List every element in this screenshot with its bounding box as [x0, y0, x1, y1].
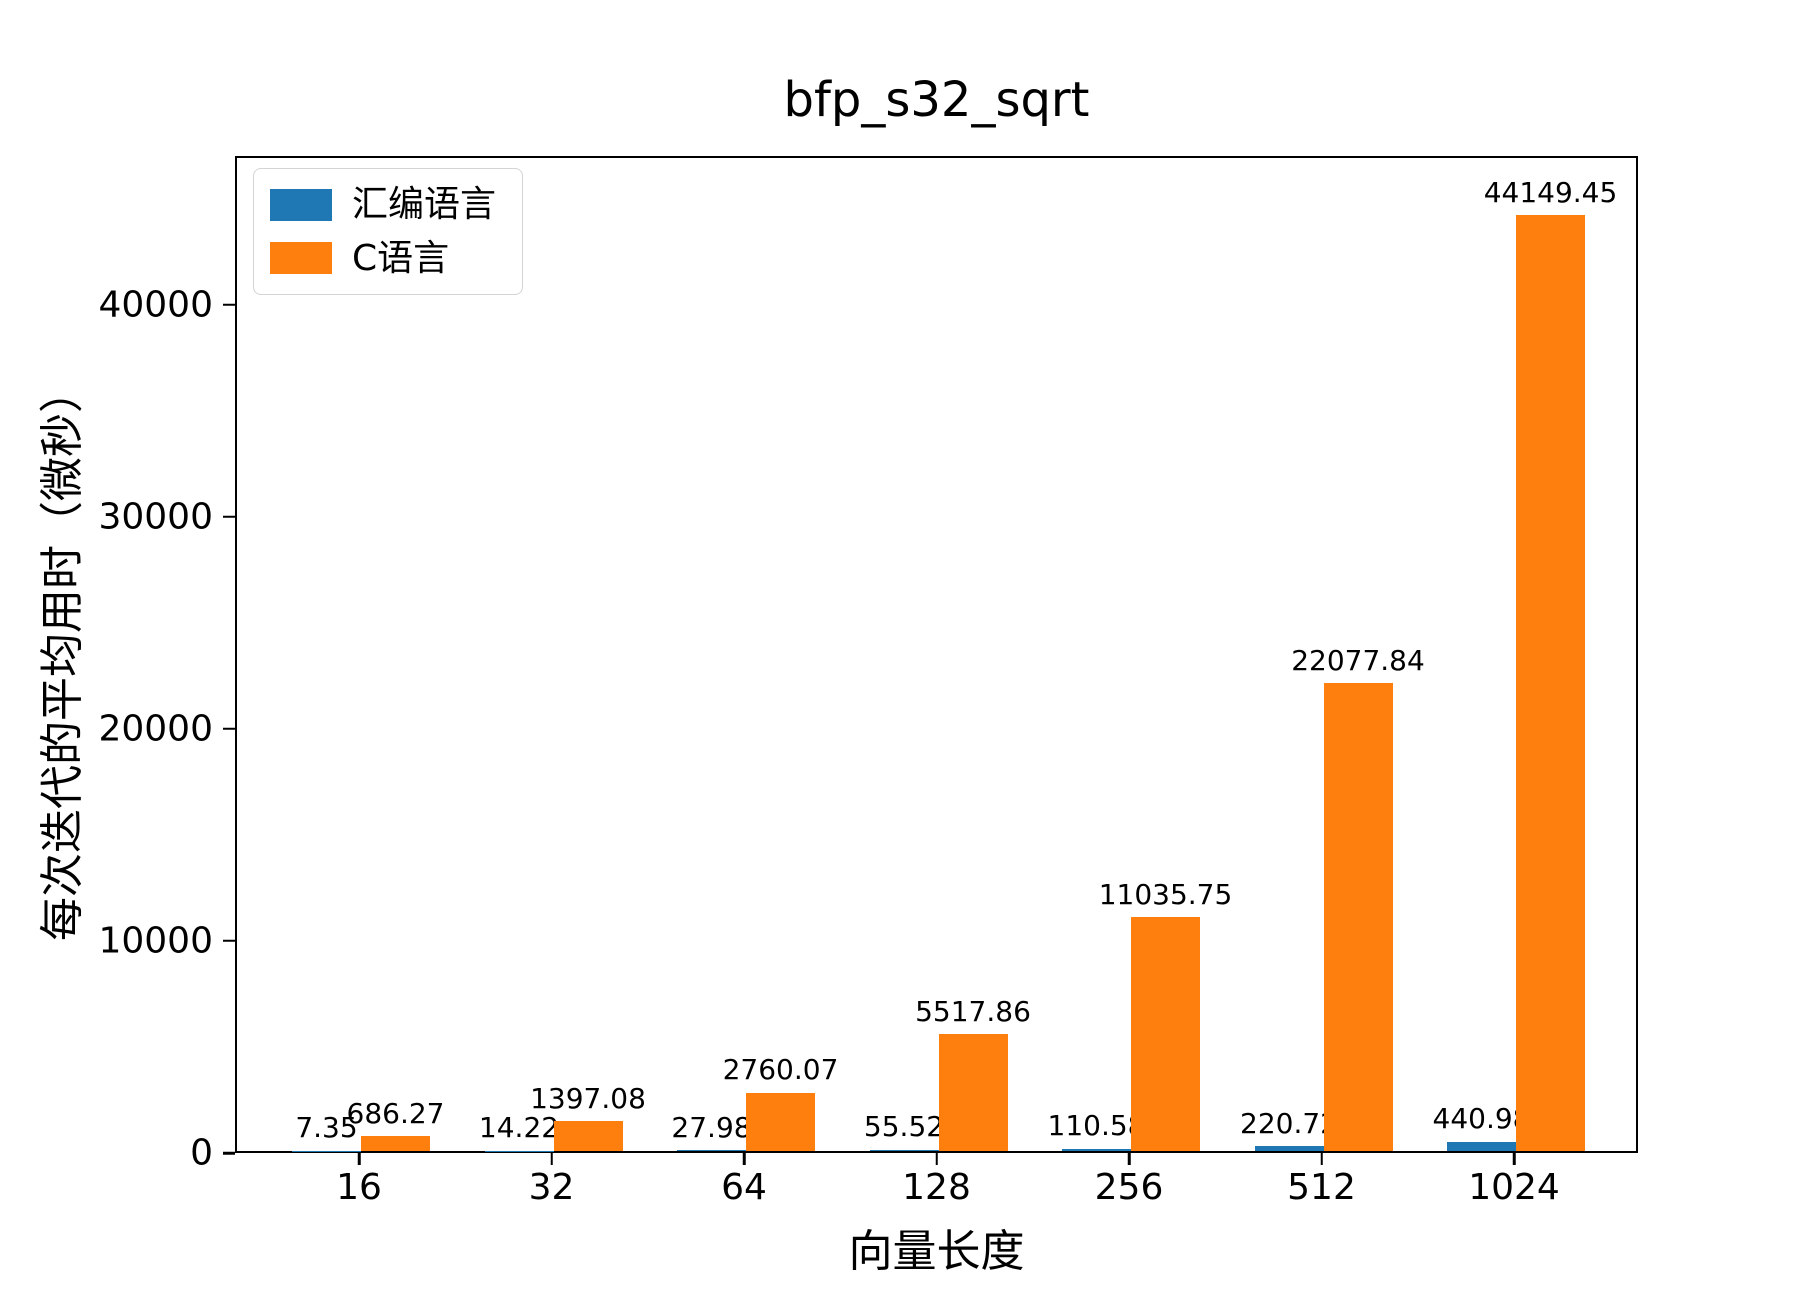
y-tick-label: 10000 [98, 920, 213, 962]
x-tick-label: 128 [902, 1167, 971, 1208]
chart-title: bfp_s32_sqrt [783, 72, 1090, 128]
bar-value-label: 44149.45 [1483, 175, 1618, 209]
bar-value-label: 686.27 [346, 1097, 445, 1131]
legend-item-assembly: 汇编语言 [270, 185, 496, 225]
x-tick-mark [742, 1153, 746, 1165]
bar-c-512 [1323, 682, 1393, 1151]
y-tick-mark [223, 727, 235, 731]
y-tick-mark [223, 939, 235, 943]
x-tick-label: 32 [528, 1167, 575, 1208]
bar-c-128 [938, 1034, 1008, 1151]
x-tick-label: 512 [1287, 1167, 1356, 1208]
bar-c-64 [746, 1092, 815, 1151]
bar-c-16 [361, 1136, 430, 1151]
bar-c-256 [1131, 917, 1200, 1151]
bar-value-label: 220.72 [1240, 1106, 1338, 1140]
x-tick-label: 16 [336, 1167, 382, 1208]
bar-value-label: 1397.08 [530, 1082, 646, 1115]
y-tick-label: 30000 [98, 496, 213, 538]
x-tick-mark [1320, 1153, 1323, 1165]
y-tick-label: 40000 [98, 284, 213, 326]
bar-value-label: 27.98 [671, 1111, 752, 1145]
bar-c-32 [553, 1121, 623, 1151]
legend-swatch-assembly [270, 188, 332, 221]
bar-assembly-1024 [1447, 1141, 1516, 1151]
bar-value-label: 55.52 [863, 1110, 945, 1144]
bar-value-label: 11035.75 [1098, 877, 1233, 911]
y-axis-label: 每次迭代的平均用时（微秒） [37, 368, 88, 941]
y-tick-label: 20000 [98, 708, 213, 750]
bar-assembly-16 [292, 1150, 361, 1151]
bar-assembly-32 [484, 1150, 554, 1151]
x-axis-label: 向量长度 [848, 1226, 1025, 1277]
legend-item-c: C语言 [270, 237, 496, 279]
bar-assembly-128 [869, 1149, 939, 1151]
x-tick-label: 256 [1094, 1167, 1164, 1208]
bar-assembly-256 [1062, 1148, 1131, 1151]
legend: 汇编语言 C语言 [253, 168, 524, 296]
x-tick-mark [1127, 1153, 1131, 1165]
x-tick-mark [357, 1153, 361, 1165]
bar-value-label: 110.58 [1047, 1109, 1146, 1143]
y-tick-mark [223, 1151, 235, 1155]
x-tick-label: 64 [721, 1167, 767, 1208]
bar-value-label: 2760.07 [722, 1053, 839, 1087]
y-tick-label: 0 [190, 1132, 213, 1174]
x-tick-label: 1024 [1468, 1167, 1560, 1208]
x-tick-mark [550, 1153, 553, 1165]
x-tick-mark [935, 1153, 938, 1165]
legend-label-c: C语言 [352, 237, 450, 279]
y-tick-mark [223, 515, 235, 519]
bar-value-label: 22077.84 [1291, 643, 1425, 677]
bar-assembly-512 [1254, 1146, 1324, 1151]
bar-value-label: 440.98 [1432, 1102, 1531, 1136]
bar-value-label: 7.35 [295, 1111, 358, 1145]
bar-c-1024 [1516, 215, 1585, 1151]
bar-value-label: 14.22 [478, 1111, 560, 1145]
y-tick-mark [223, 303, 235, 307]
legend-swatch-c [270, 242, 332, 275]
legend-label-assembly: 汇编语言 [352, 184, 497, 225]
bar-assembly-64 [677, 1150, 746, 1151]
x-tick-mark [1512, 1153, 1516, 1165]
plot-area: 7.35 686.27 14.22 1397.08 27.98 2760.07 55.52 5… [235, 156, 1638, 1153]
bar-value-label: 5517.86 [915, 994, 1031, 1028]
